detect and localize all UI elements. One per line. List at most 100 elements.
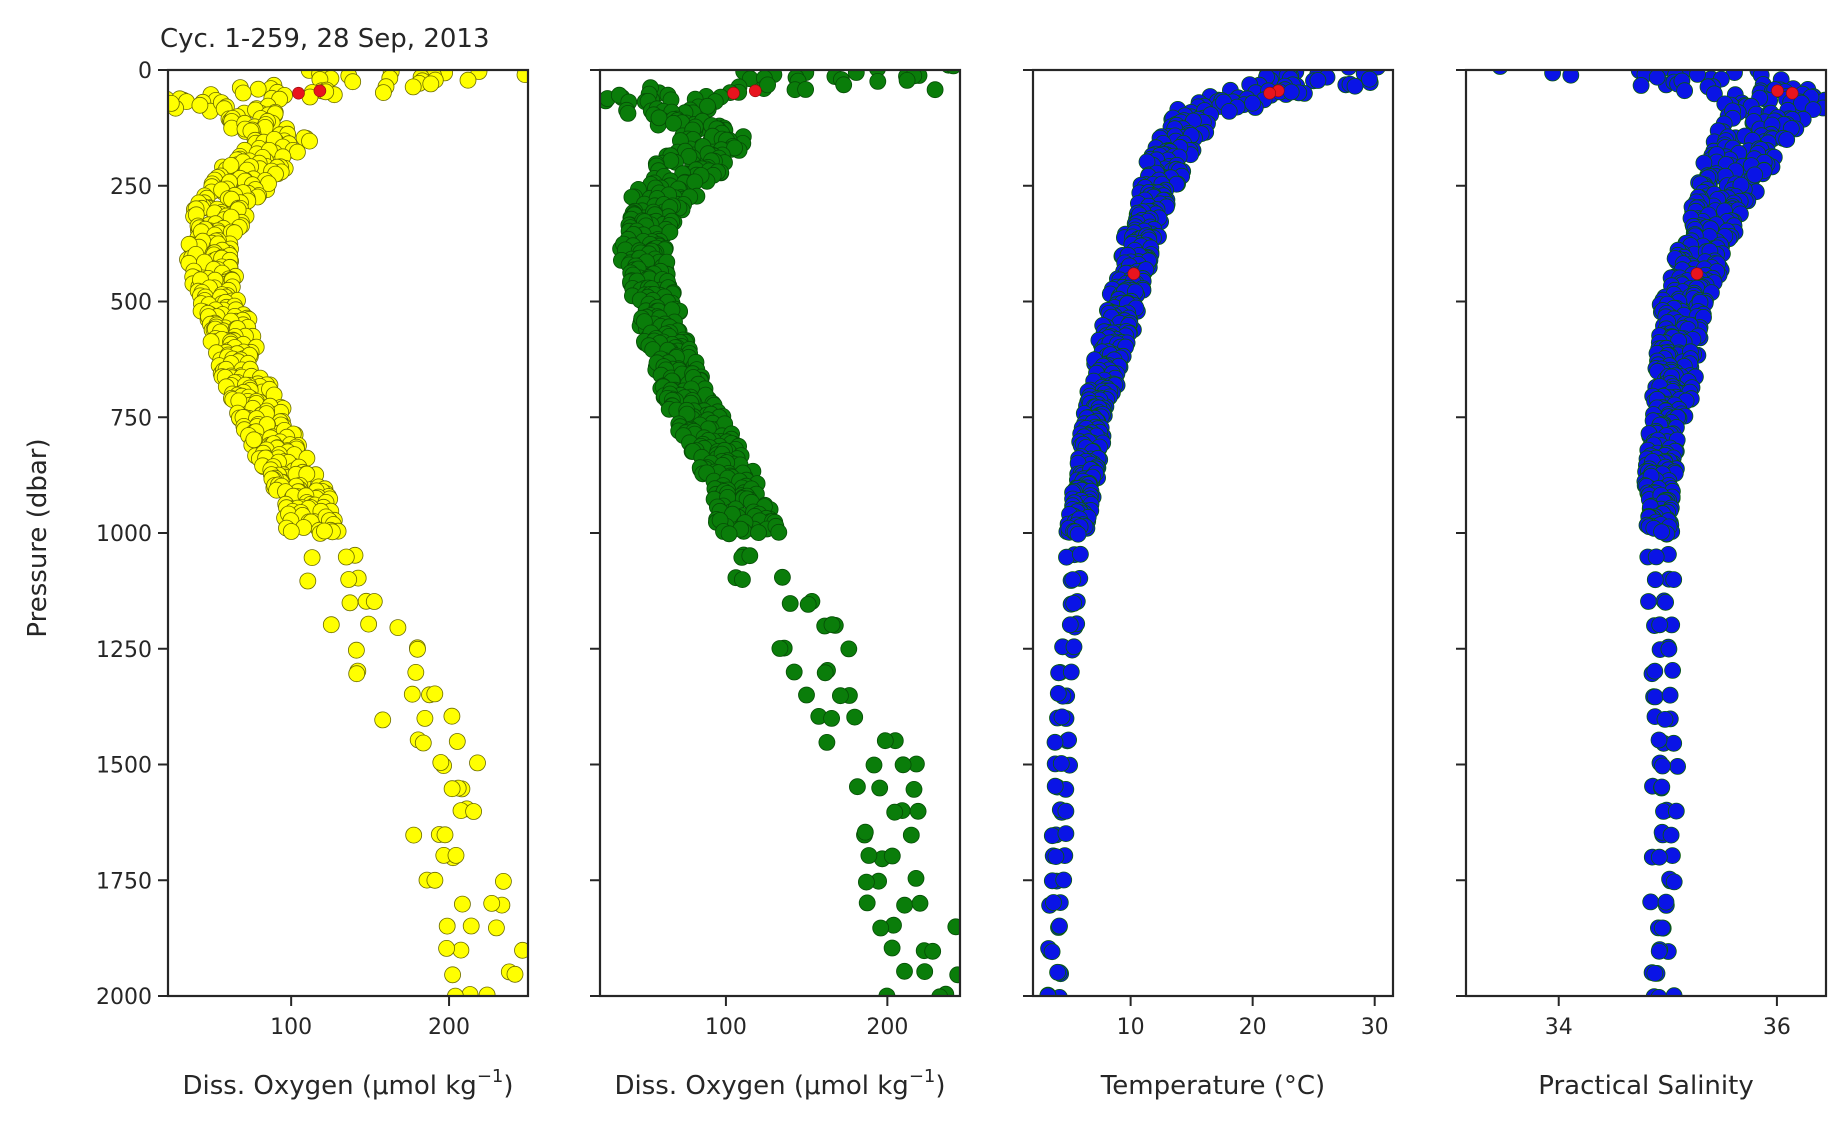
data-point bbox=[516, 70, 528, 83]
flagged-point bbox=[313, 84, 327, 98]
x-axis-label: Temperature (°C) bbox=[1100, 1071, 1325, 1101]
data-point bbox=[365, 593, 383, 610]
y-tick-label: 250 bbox=[110, 175, 152, 200]
data-point bbox=[452, 941, 470, 959]
y-tick-label: 2000 bbox=[96, 985, 152, 1010]
data-point bbox=[469, 754, 486, 772]
data-point bbox=[1045, 894, 1062, 911]
data-point bbox=[1647, 548, 1665, 566]
data-point bbox=[849, 778, 866, 796]
data-point bbox=[1646, 965, 1664, 982]
data-point bbox=[823, 710, 840, 727]
data-point bbox=[926, 81, 944, 99]
data-point bbox=[871, 779, 889, 797]
flagged-point bbox=[748, 84, 762, 98]
data-point bbox=[1657, 893, 1675, 911]
data-point bbox=[436, 826, 454, 844]
panels: 0 250 500 750 1000 1250 1500 1750 2000 100 200 Diss… bbox=[96, 59, 1828, 1101]
data-point bbox=[438, 917, 456, 935]
y-tick-label: 1750 bbox=[96, 869, 152, 894]
x-tick-label: 20 bbox=[1239, 1015, 1267, 1040]
data-point bbox=[1676, 82, 1693, 100]
data-point bbox=[905, 781, 923, 798]
flagged-point bbox=[727, 86, 740, 100]
data-point bbox=[422, 75, 440, 93]
data-point bbox=[1340, 70, 1357, 76]
data-point bbox=[347, 641, 365, 659]
data-point bbox=[1650, 731, 1668, 749]
data-point bbox=[686, 173, 704, 191]
data-point bbox=[883, 847, 901, 865]
data-point bbox=[968, 68, 984, 84]
data-point bbox=[1665, 571, 1683, 588]
data-point bbox=[774, 568, 791, 586]
data-point bbox=[1662, 826, 1680, 844]
data-point bbox=[1058, 548, 1075, 566]
data-point bbox=[222, 156, 240, 174]
data-point bbox=[1057, 802, 1075, 820]
data-point bbox=[869, 73, 887, 90]
profile-points bbox=[1039, 70, 1386, 996]
data-point bbox=[1057, 825, 1075, 842]
data-point bbox=[191, 96, 209, 114]
data-point bbox=[818, 734, 836, 751]
data-point bbox=[1046, 777, 1064, 795]
y-axis-label: Pressure (dbar) bbox=[23, 438, 53, 637]
y-tick-label: 750 bbox=[110, 406, 152, 431]
data-point bbox=[1043, 943, 1061, 961]
data-point bbox=[465, 803, 483, 820]
data-point bbox=[483, 895, 501, 912]
data-point bbox=[282, 523, 300, 540]
data-point bbox=[403, 685, 421, 703]
x-tick-label: 200 bbox=[428, 1015, 470, 1040]
x-axis-label: Diss. Oxygen (μmol kg−1) bbox=[182, 1066, 513, 1101]
y-tick-label: 1500 bbox=[96, 754, 152, 779]
y-tick-label: 500 bbox=[110, 291, 152, 316]
data-point bbox=[832, 687, 849, 705]
data-point bbox=[453, 895, 471, 913]
data-point bbox=[303, 549, 321, 566]
data-point bbox=[1640, 593, 1657, 610]
data-point bbox=[168, 95, 180, 112]
data-point bbox=[1632, 77, 1650, 94]
data-point bbox=[1653, 919, 1671, 937]
data-point bbox=[619, 105, 637, 122]
data-point bbox=[1665, 734, 1683, 752]
data-point bbox=[443, 780, 461, 798]
x-tick-label: 200 bbox=[866, 1015, 908, 1040]
data-point bbox=[554, 69, 570, 85]
data-point bbox=[1072, 545, 1089, 563]
y-tick-label: 0 bbox=[138, 59, 152, 84]
data-point bbox=[234, 84, 252, 102]
data-point bbox=[438, 940, 456, 957]
data-point bbox=[414, 734, 432, 752]
panel-oxygen-raw: 0 250 500 750 1000 1250 1500 1750 2000 100 200 Diss… bbox=[96, 59, 570, 1101]
figure-title: Cyc. 1-259, 28 Sep, 2013 bbox=[160, 24, 490, 54]
data-point bbox=[1650, 942, 1668, 960]
data-point bbox=[506, 965, 524, 983]
data-point bbox=[337, 548, 355, 566]
data-point bbox=[1065, 638, 1083, 656]
data-point bbox=[1778, 131, 1796, 149]
data-point bbox=[771, 640, 789, 657]
data-point bbox=[894, 756, 912, 774]
data-point bbox=[840, 640, 858, 658]
x-tick-label: 100 bbox=[270, 1015, 312, 1040]
data-point bbox=[1706, 85, 1723, 103]
data-point bbox=[1055, 871, 1073, 889]
data-point bbox=[301, 132, 318, 150]
data-point bbox=[896, 962, 913, 980]
data-point bbox=[1046, 733, 1064, 751]
data-point bbox=[288, 143, 306, 161]
data-point bbox=[1361, 70, 1378, 88]
data-point bbox=[916, 963, 934, 980]
data-point bbox=[650, 109, 668, 127]
x-tick-label: 30 bbox=[1361, 1015, 1389, 1040]
data-point bbox=[574, 97, 590, 113]
data-point bbox=[315, 522, 333, 540]
data-point bbox=[443, 707, 461, 725]
data-point bbox=[344, 73, 362, 91]
data-point bbox=[1346, 77, 1364, 95]
x-axis-label: Practical Salinity bbox=[1538, 1071, 1753, 1101]
data-point bbox=[1689, 70, 1706, 83]
